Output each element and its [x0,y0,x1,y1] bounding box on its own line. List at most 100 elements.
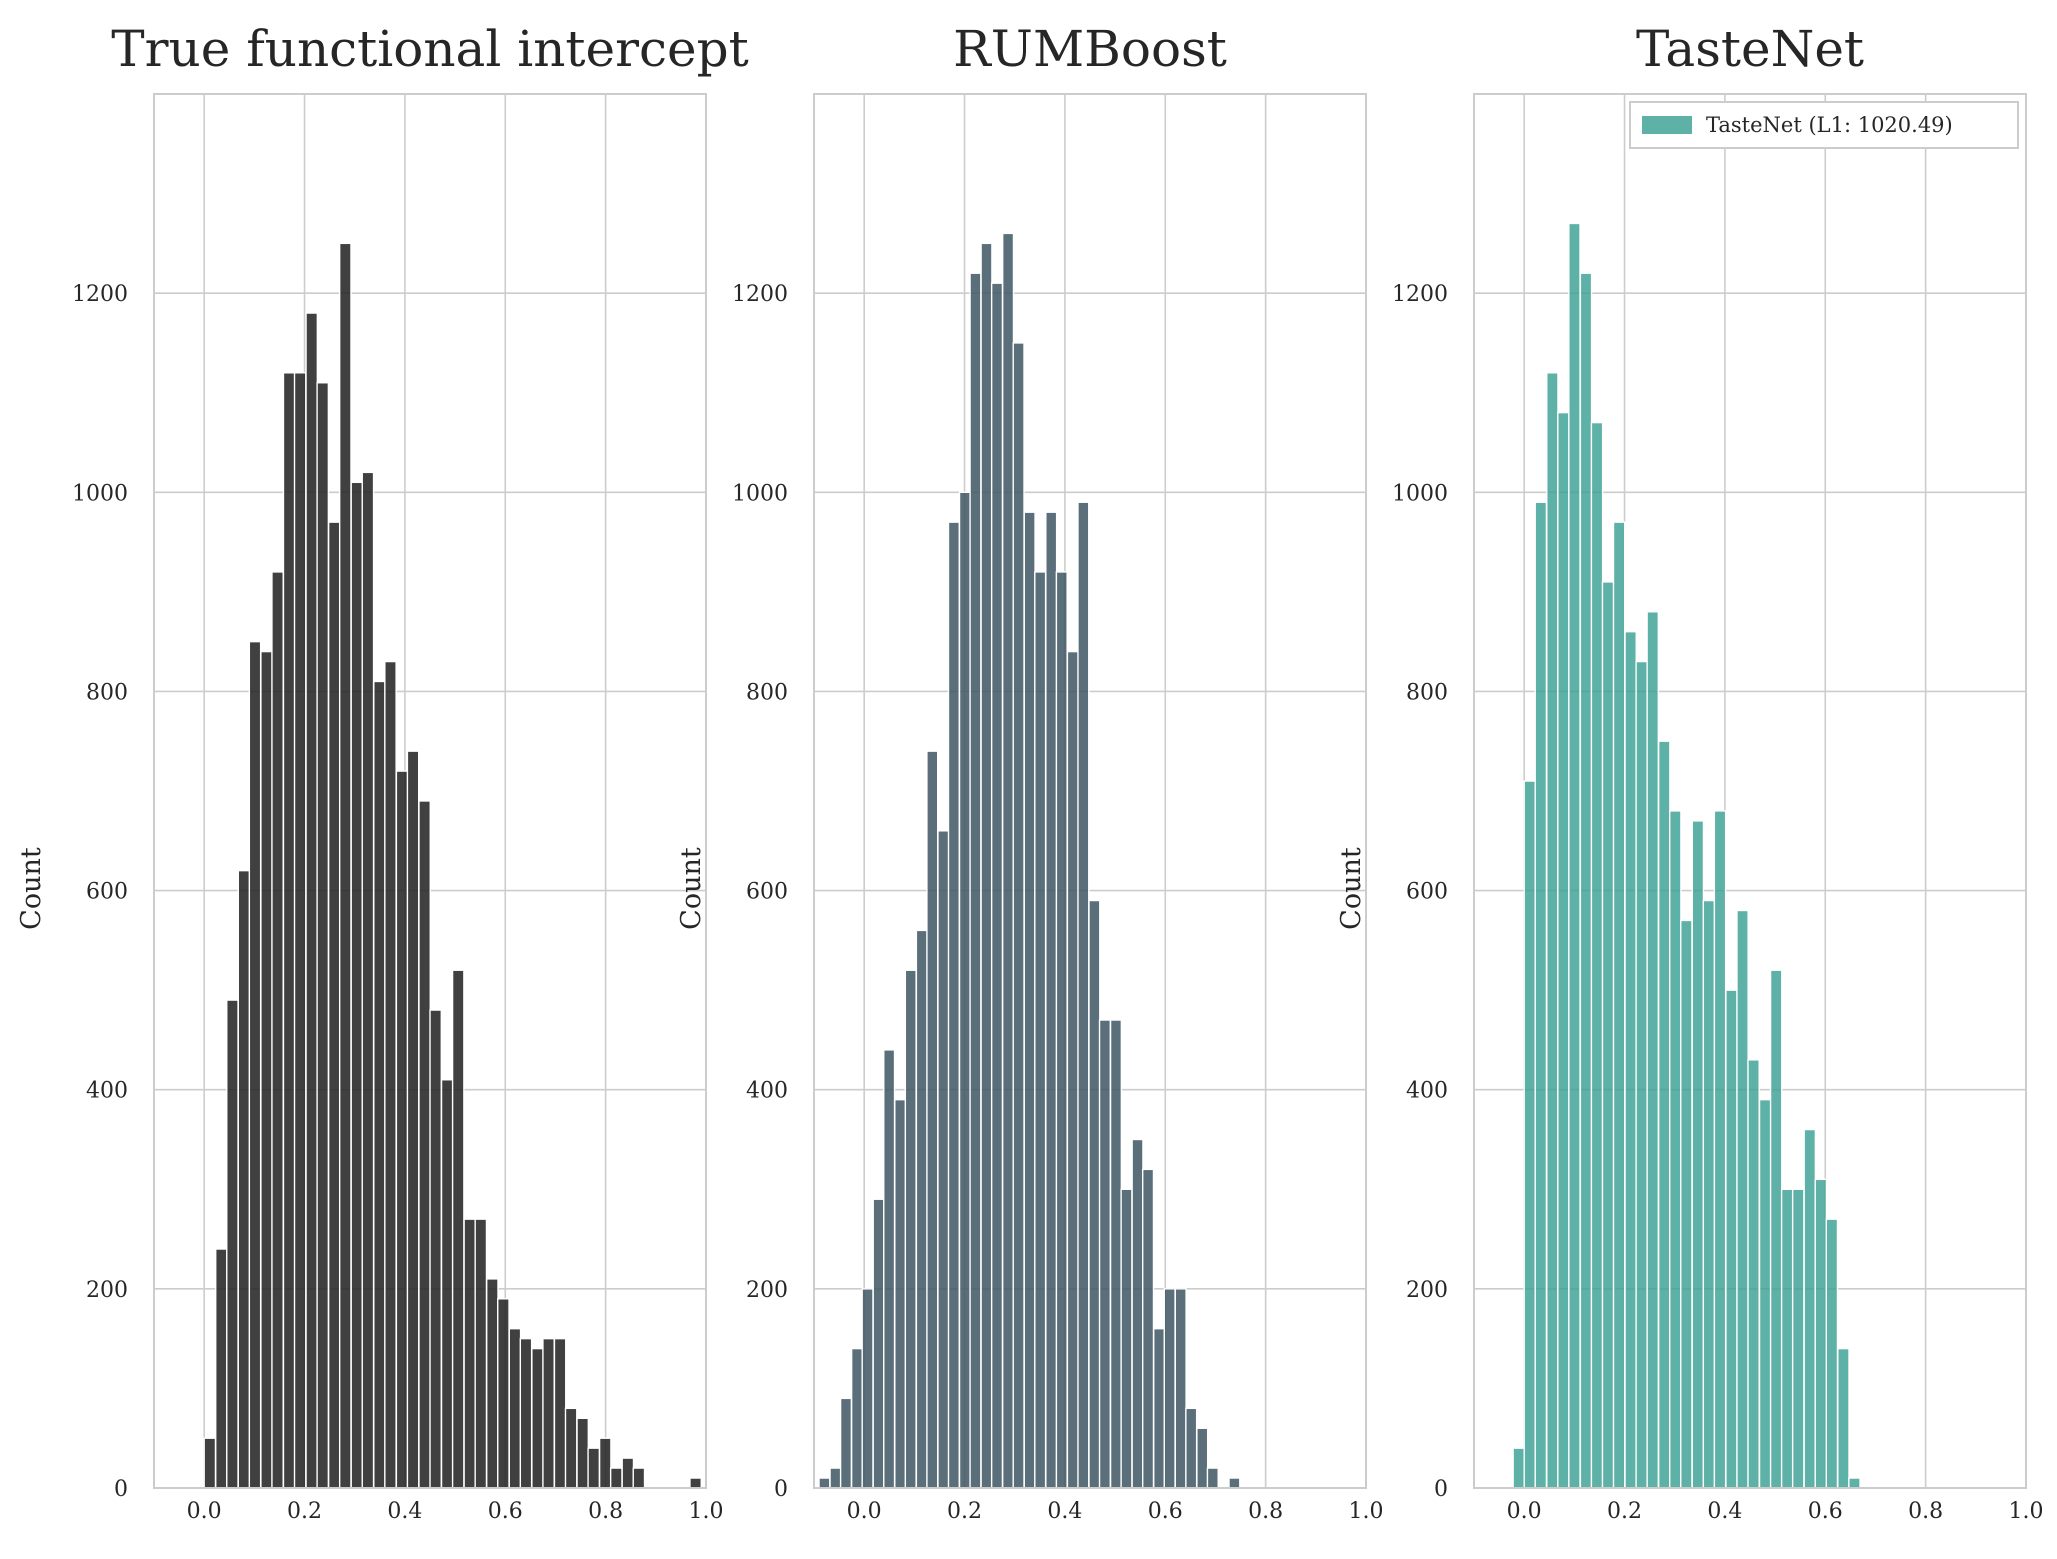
chart-title: True functional intercept [111,20,748,78]
histogram-bar [1206,1467,1219,1489]
y-tick-label: 200 [86,1278,128,1303]
histogram-bar [861,1288,874,1489]
histogram-bar [1725,989,1738,1489]
x-tick-label: 0.6 [1148,1499,1183,1524]
histogram-bar [1713,810,1727,1489]
y-axis-label: Count [1336,847,1367,930]
histogram-bar [350,481,364,1489]
histogram-bar [1088,899,1101,1489]
histogram-bar [1814,1178,1828,1489]
y-tick-label: 1200 [732,282,788,307]
legend-label: TasteNet (L1: 1020.49) [1706,113,1953,137]
histogram-bar [486,1278,499,1489]
histogram-bar [384,660,397,1489]
histogram-bar [327,521,341,1489]
histogram-bar [1837,1347,1850,1489]
histogram-bar [1601,581,1615,1489]
histogram-bar [1001,232,1015,1489]
histogram-bar [990,282,1004,1489]
y-tick-label: 200 [746,1278,788,1303]
histogram-bar [564,1407,578,1489]
histogram-bar [1534,501,1548,1489]
y-tick-label: 400 [86,1079,128,1104]
histogram-bar [1680,919,1693,1489]
y-tick-label: 800 [746,680,788,705]
chart-title: RUMBoost [953,20,1227,78]
legend-box [1629,101,2019,149]
histogram-bar [1702,899,1716,1489]
histogram-bar [915,929,928,1489]
y-tick-label: 200 [1406,1278,1448,1303]
histogram-bar [1557,411,1570,1489]
histogram-bar [689,1477,702,1489]
histogram-bar [1780,1188,1794,1489]
histogram-bar [237,869,251,1489]
y-tick-label: 0 [1434,1477,1448,1502]
histogram-bar [316,382,330,1489]
x-tick-label: 0.0 [187,1499,222,1524]
y-tick-label: 400 [746,1079,788,1104]
histogram-bar [1023,511,1036,1489]
y-tick-label: 1200 [1392,282,1448,307]
histogram-bar [1066,650,1079,1489]
y-tick-label: 1200 [72,282,128,307]
histogram-bar [1590,421,1604,1489]
histogram-bar [1624,630,1637,1489]
histogram-bar [293,372,307,1489]
histogram-bar [1153,1327,1166,1489]
histogram-bar [980,242,993,1489]
histogram-bar [271,571,284,1489]
histogram-bar [1141,1168,1155,1489]
histogram-bar [883,1049,896,1489]
histogram-bar [926,750,939,1489]
axes-frame [153,93,707,1489]
x-tick-label: 1.0 [2009,1499,2044,1524]
histogram-bar [1657,740,1671,1489]
chart-panel-1: 0.0 0.2 0.4 0.6 0.8 1.0 0 200 400 600 800 1000 1200 C… [16,20,749,1524]
histogram-bar [305,312,319,1489]
histogram-bar [839,1397,853,1489]
histogram-bar [818,1477,831,1489]
legend: TasteNet (L1: 1020.49) [1629,101,2019,149]
histogram-bar [1077,501,1090,1489]
histogram-bar [1669,810,1682,1489]
x-tick-label: 0.6 [1808,1499,1843,1524]
y-tick-label: 1000 [1392,481,1448,506]
histogram-bar [1098,1019,1112,1489]
histogram-bar [429,1009,442,1489]
x-tick-label: 0.8 [588,1499,623,1524]
histogram-bar [1848,1477,1861,1489]
histogram-bar [1579,272,1593,1489]
y-tick-label: 800 [86,680,128,705]
histogram-bar [969,272,982,1489]
chart-panel-3: 0.0 0.2 0.4 0.6 0.8 1.0 0 200 400 600 800 1000 1200 C… [1336,20,2044,1524]
histogram-bar [519,1337,533,1489]
histogram-bar [395,770,409,1489]
y-tick-label: 1000 [72,481,128,506]
histogram-bar [1612,521,1626,1489]
y-axis-label: Count [16,847,47,930]
histogram-bar [1196,1427,1209,1489]
histogram-bar [1045,511,1058,1489]
histogram-bar [1228,1477,1241,1489]
axes-frame [813,93,1367,1489]
histogram-bar [215,1248,228,1489]
histogram-bar [1546,372,1559,1489]
histogram-bar [1109,1019,1123,1489]
histogram-bar [1791,1188,1805,1489]
histogram-bar [553,1337,567,1489]
histogram-bar [872,1198,885,1489]
histogram-bar [1747,1059,1760,1489]
histogram-bar [418,800,431,1489]
histogram-bar [1185,1407,1198,1489]
histogram-bar [609,1467,623,1489]
histogram-bar [1055,571,1068,1489]
chart-title: TasteNet [1636,20,1864,78]
x-tick-label: 0.2 [287,1499,322,1524]
histogram-bar [542,1337,555,1489]
histogram-bar [373,680,386,1489]
histogram-bar [440,1079,454,1489]
histogram-bar [260,650,273,1489]
y-tick-label: 1000 [732,481,788,506]
